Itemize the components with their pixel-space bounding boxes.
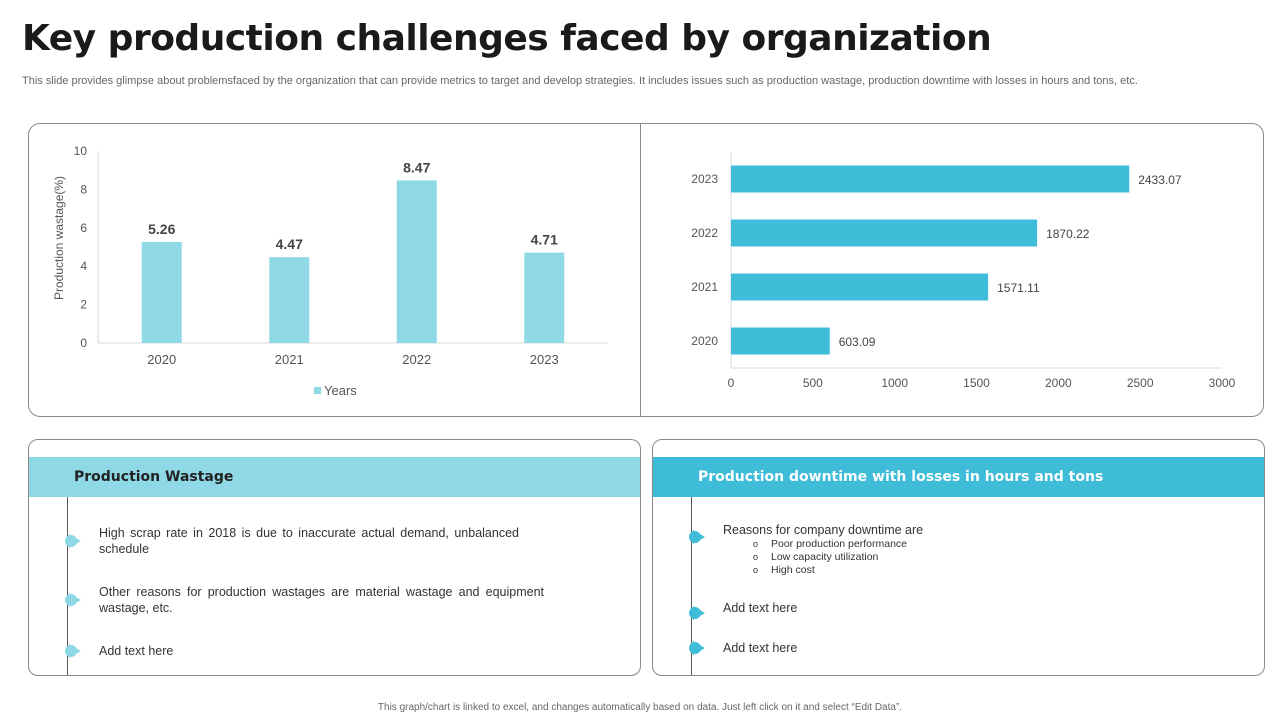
downtime-losses-bar-chart[interactable]: 0 500 1000 1500 2000 2500 3000 603.09 2020 1571.1…	[0, 0, 1280, 420]
data-label: 8.47	[403, 159, 430, 175]
bar	[396, 180, 437, 343]
data-label: 1870.22	[1046, 227, 1090, 241]
legend-label: Years	[324, 383, 357, 398]
y-tick-label: 2	[80, 298, 87, 312]
list-item: Add text here	[723, 601, 798, 615]
downtime-reason: High cost	[753, 564, 907, 577]
charts-divider	[640, 124, 641, 417]
x-tick-label: 2022	[402, 352, 431, 367]
production-wastage-bar-chart[interactable]: 0 2 4 6 8 10 5.26 2020 4.47 2021 8.47 2022 4.71 2023 P…	[0, 0, 640, 420]
timeline-marker-icon	[689, 530, 705, 544]
x-tick-label: 1500	[963, 376, 990, 390]
production-wastage-header: Production Wastage	[29, 457, 640, 497]
list-item: Add text here	[99, 644, 174, 658]
x-tick-label: 3000	[1209, 376, 1236, 390]
y-tick-label: 8	[80, 182, 87, 196]
bar	[731, 219, 1038, 247]
timeline-marker-icon	[65, 593, 81, 607]
x-tick-label: 500	[803, 376, 823, 390]
data-label: 4.71	[531, 232, 558, 248]
production-wastage-panel: Production Wastage High scrap rate in 20…	[28, 439, 641, 676]
y-tick-label: 4	[80, 259, 87, 273]
x-tick-label: 0	[728, 376, 735, 390]
list-item: High scrap rate in 2018 is due to inaccu…	[99, 526, 519, 556]
y-tick-label: 2021	[691, 280, 718, 294]
x-tick-label: 2000	[1045, 376, 1072, 390]
footer-note: This graph/chart is linked to excel, and…	[377, 702, 903, 713]
bar	[731, 273, 989, 301]
bar	[141, 242, 182, 343]
data-label: 5.26	[148, 221, 175, 237]
x-tick-label: 2023	[530, 352, 559, 367]
timeline-marker-icon	[65, 644, 81, 658]
bar	[731, 327, 830, 355]
legend-swatch	[314, 387, 321, 394]
timeline-line	[691, 497, 692, 675]
data-label: 2433.07	[1138, 173, 1182, 187]
data-label: 4.47	[276, 236, 303, 252]
x-tick-label: 2021	[275, 352, 304, 367]
bar	[269, 257, 310, 343]
x-tick-label: 2500	[1127, 376, 1154, 390]
y-tick-label: 2023	[691, 172, 718, 186]
y-tick-label: 6	[80, 221, 87, 235]
timeline-marker-icon	[65, 534, 81, 548]
list-item: Add text here	[723, 641, 798, 655]
timeline-marker-icon	[689, 606, 705, 620]
timeline-line	[67, 497, 68, 675]
list-item: Other reasons for production wastages ar…	[99, 585, 544, 615]
y-tick-label: 10	[74, 144, 88, 158]
y-tick-label: 2022	[691, 226, 718, 240]
x-tick-label: 2020	[147, 352, 176, 367]
y-axis-title: Production wastage(%)	[52, 176, 66, 300]
page-subtitle: This slide provides glimpse about proble…	[22, 75, 1138, 87]
downtime-reason: Low capacity utilization	[753, 551, 907, 564]
y-tick-label: 2020	[691, 334, 718, 348]
bar	[524, 252, 565, 343]
list-item: Reasons for company downtime are	[723, 523, 924, 537]
y-tick-label: 0	[80, 336, 87, 350]
data-label: 603.09	[839, 335, 876, 349]
downtime-reasons-list: Poor production performance Low capacity…	[753, 538, 907, 577]
page-title: Key production challenges faced by organ…	[22, 18, 992, 59]
downtime-reason: Poor production performance	[753, 538, 907, 551]
data-label: 1571.11	[997, 281, 1040, 295]
production-downtime-panel: Production downtime with losses in hours…	[652, 439, 1265, 676]
charts-frame	[28, 123, 1264, 417]
x-tick-label: 1000	[881, 376, 908, 390]
production-downtime-header: Production downtime with losses in hours…	[653, 457, 1264, 497]
timeline-marker-icon	[689, 641, 705, 655]
bar	[731, 165, 1130, 193]
